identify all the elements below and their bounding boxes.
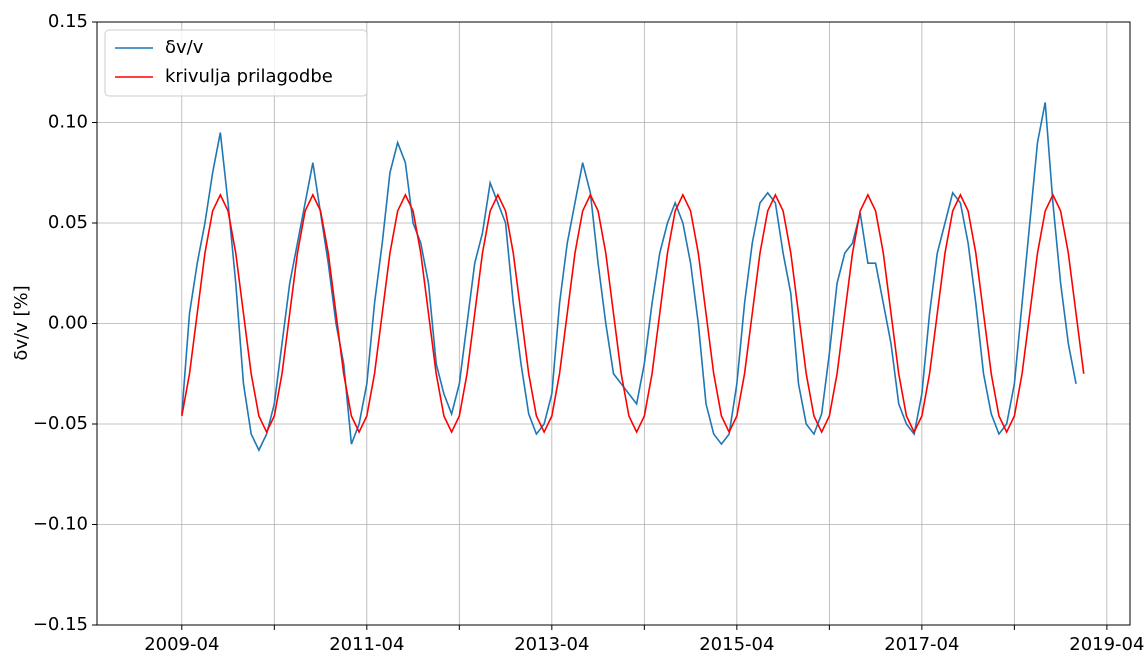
y-tick-label: −0.05 (33, 413, 88, 434)
y-tick-label: 0.05 (48, 212, 88, 233)
x-tick-label: 2019-04 (1069, 634, 1144, 655)
x-tick-label: 2017-04 (884, 634, 959, 655)
legend-box (104, 29, 368, 97)
y-axis-label: δv/v [%] (11, 285, 32, 360)
plot-frame (96, 21, 1131, 626)
y-tick-label: 0.15 (48, 11, 88, 32)
x-tick-label: 2011-04 (329, 634, 404, 655)
x-tick-label: 2013-04 (514, 634, 589, 655)
y-tick-label: −0.15 (33, 614, 88, 635)
legend-label: δv/v (165, 37, 204, 58)
legend-label: krivulja prilagodbe (165, 66, 333, 87)
y-tick-label: 0.10 (48, 112, 88, 133)
data-line (181, 102, 1077, 452)
x-tick-label: 2009-04 (144, 634, 219, 655)
legend: δv/v krivulja prilagodbe (104, 29, 368, 97)
y-tick-label: 0.00 (48, 313, 88, 334)
data-line (181, 193, 1085, 434)
x-tick-label: 2015-04 (699, 634, 774, 655)
y-tick-label: −0.10 (33, 514, 88, 535)
